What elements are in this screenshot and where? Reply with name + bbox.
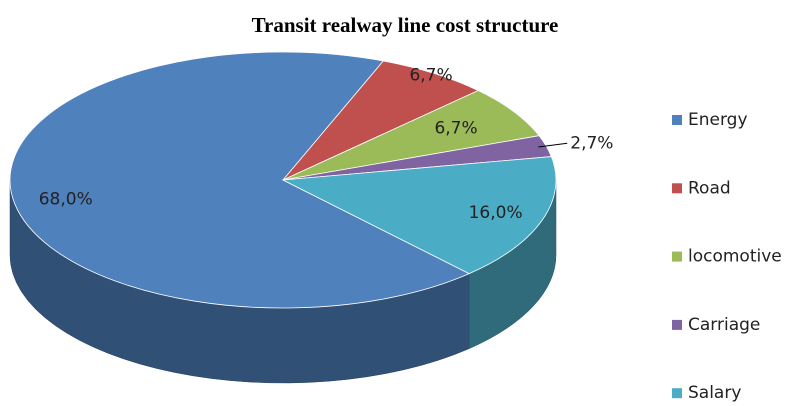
legend-label: Energy: [688, 110, 748, 130]
legend-label: Road: [688, 178, 731, 198]
legend-swatch: [672, 319, 682, 330]
legend-swatch: [672, 183, 682, 194]
slice: [282, 60, 480, 181]
leader-line: [538, 142, 568, 148]
legend-label: Carriage: [688, 315, 760, 335]
slice: [282, 90, 540, 181]
slice: [281, 156, 557, 275]
data-label: 68,0%: [39, 189, 93, 209]
data-label: 6,7%: [434, 119, 477, 139]
legend-label: locomotive: [688, 247, 782, 267]
slice: [9, 51, 471, 309]
legend-swatch: [672, 388, 682, 399]
legend-swatch: [672, 251, 682, 262]
data-label: 16,0%: [469, 203, 523, 223]
chart-title: Transit realway line cost structure: [252, 13, 559, 37]
data-label: 6,7%: [409, 66, 452, 86]
legend-swatch: [672, 115, 682, 125]
legend-label: Salary: [688, 383, 741, 403]
data-label: 2,7%: [570, 133, 613, 153]
